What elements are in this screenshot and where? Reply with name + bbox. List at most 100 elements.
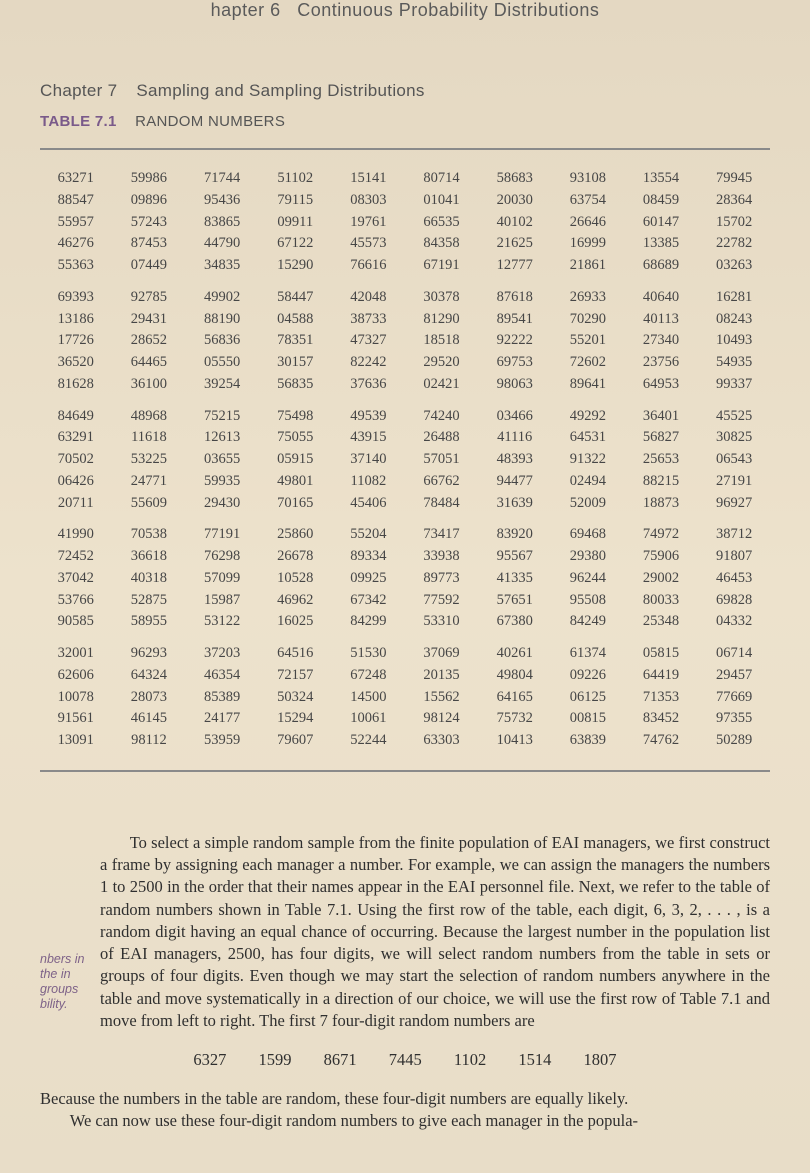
- table-cell: 29430: [186, 493, 258, 515]
- table-row: 8854709896954367911508303010412003063754…: [40, 190, 770, 212]
- table-cell: 53959: [186, 730, 258, 752]
- table-cell: 56836: [186, 330, 258, 352]
- table-cell: 28364: [698, 190, 770, 212]
- table-cell: 89641: [552, 374, 624, 396]
- table-cell: 56827: [625, 427, 697, 449]
- table-cell: 87453: [113, 233, 185, 255]
- table-cell: 46354: [186, 665, 258, 687]
- table-cell: 87618: [479, 287, 551, 309]
- header-prefix: hapter 6: [211, 0, 281, 20]
- table-cell: 91322: [552, 449, 624, 471]
- table-cell: 05915: [259, 449, 331, 471]
- table-cell: 19761: [333, 212, 405, 234]
- table-cell: 55204: [333, 524, 405, 546]
- table-row: 9058558955531221602584299533106738084249…: [40, 611, 770, 633]
- table-cell: 27191: [698, 471, 770, 493]
- table-cell: 36618: [113, 546, 185, 568]
- table-cell: 74972: [625, 524, 697, 546]
- table-cell: 07449: [113, 255, 185, 277]
- table-cell: 38712: [698, 524, 770, 546]
- table-cell: 28652: [113, 330, 185, 352]
- table-cell: 51102: [259, 168, 331, 190]
- table-cell: 36520: [40, 352, 112, 374]
- table-cell: 29457: [698, 665, 770, 687]
- table-cell: 31639: [479, 493, 551, 515]
- table-cell: 97355: [698, 708, 770, 730]
- table-cell: 69468: [552, 524, 624, 546]
- table-cell: 96927: [698, 493, 770, 515]
- table-cell: 50289: [698, 730, 770, 752]
- table-cell: 84358: [406, 233, 478, 255]
- table-cell: 79115: [259, 190, 331, 212]
- trailing-text: Because the numbers in the table are ran…: [40, 1088, 770, 1133]
- table-block: 8464948968752157549849539742400346649292…: [40, 406, 770, 515]
- table-block: 4199070538771912586055204734178392069468…: [40, 524, 770, 633]
- table-cell: 16999: [552, 233, 624, 255]
- table-cell: 95508: [552, 590, 624, 612]
- table-cell: 57099: [186, 568, 258, 590]
- table-cell: 53310: [406, 611, 478, 633]
- table-cell: 40102: [479, 212, 551, 234]
- table-cell: 20030: [479, 190, 551, 212]
- table-cell: 10061: [333, 708, 405, 730]
- margin-note: nbers in the in groups bility.: [40, 952, 105, 1012]
- table-cell: 36401: [625, 406, 697, 428]
- table-cell: 63303: [406, 730, 478, 752]
- table-cell: 13385: [625, 233, 697, 255]
- table-cell: 55201: [552, 330, 624, 352]
- table-cell: 03655: [186, 449, 258, 471]
- chapter-line: Chapter 7 Sampling and Sampling Distribu…: [40, 81, 770, 101]
- table-cell: 72602: [552, 352, 624, 374]
- table-cell: 08303: [333, 190, 405, 212]
- table-cell: 04332: [698, 611, 770, 633]
- table-cell: 13186: [40, 309, 112, 331]
- table-cell: 85389: [186, 687, 258, 709]
- table-cell: 11082: [333, 471, 405, 493]
- table-cell: 20711: [40, 493, 112, 515]
- table-cell: 95567: [479, 546, 551, 568]
- table-cell: 37069: [406, 643, 478, 665]
- table-cell: 96293: [113, 643, 185, 665]
- table-cell: 27340: [625, 330, 697, 352]
- table-cell: 89773: [406, 568, 478, 590]
- table-cell: 67191: [406, 255, 478, 277]
- table-cell: 51530: [333, 643, 405, 665]
- table-cell: 08459: [625, 190, 697, 212]
- table-cell: 92785: [113, 287, 185, 309]
- table-cell: 15290: [259, 255, 331, 277]
- table-label: TABLE 7.1: [40, 113, 117, 130]
- table-cell: 66535: [406, 212, 478, 234]
- table-cell: 63291: [40, 427, 112, 449]
- table-cell: 06125: [552, 687, 624, 709]
- table-cell: 09226: [552, 665, 624, 687]
- table-cell: 25860: [259, 524, 331, 546]
- table-cell: 30157: [259, 352, 331, 374]
- table-cell: 64324: [113, 665, 185, 687]
- table-cell: 38733: [333, 309, 405, 331]
- table-cell: 42048: [333, 287, 405, 309]
- table-cell: 21625: [479, 233, 551, 255]
- table-cell: 57651: [479, 590, 551, 612]
- table-cell: 30825: [698, 427, 770, 449]
- table-cell: 69828: [698, 590, 770, 612]
- table-cell: 66762: [406, 471, 478, 493]
- table-cell: 49902: [186, 287, 258, 309]
- table-cell: 55363: [40, 255, 112, 277]
- table-cell: 10078: [40, 687, 112, 709]
- table-row: 6939392785499025844742048303788761826933…: [40, 287, 770, 309]
- table-cell: 55609: [113, 493, 185, 515]
- table-cell: 29002: [625, 568, 697, 590]
- table-cell: 15562: [406, 687, 478, 709]
- table-row: 3652064465055503015782242295206975372602…: [40, 352, 770, 374]
- table-cell: 63271: [40, 168, 112, 190]
- table-cell: 67380: [479, 611, 551, 633]
- table-row: 9156146145241771529410061981247573200815…: [40, 708, 770, 730]
- table-cell: 30378: [406, 287, 478, 309]
- table-cell: 91807: [698, 546, 770, 568]
- table-cell: 76298: [186, 546, 258, 568]
- table-cell: 75906: [625, 546, 697, 568]
- table-cell: 58683: [479, 168, 551, 190]
- table-cell: 09925: [333, 568, 405, 590]
- table-cell: 58955: [113, 611, 185, 633]
- table-cell: 17726: [40, 330, 112, 352]
